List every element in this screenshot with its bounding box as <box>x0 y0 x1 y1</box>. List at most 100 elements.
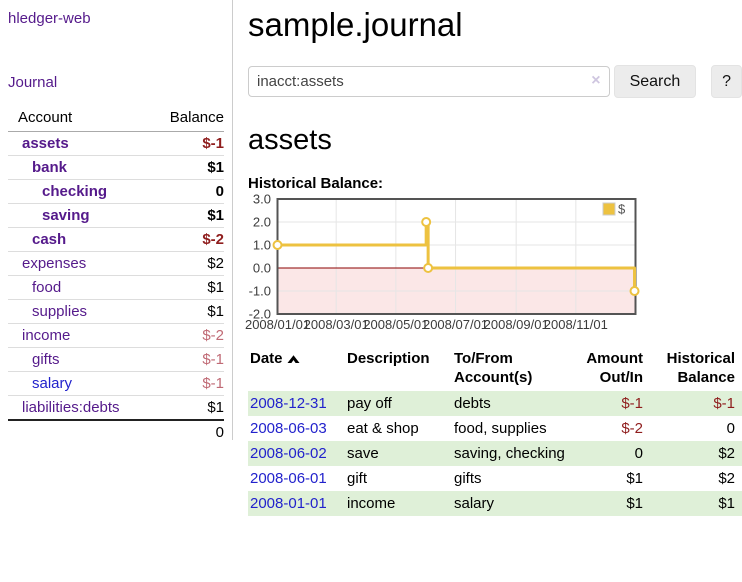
register-header-date[interactable]: Date <box>248 347 345 391</box>
svg-text:$: $ <box>618 202 626 217</box>
transaction-balance: $2 <box>718 470 735 487</box>
accounts-total: 0 <box>153 419 224 444</box>
account-balance: $1 <box>153 395 224 420</box>
search-form: × Search ? <box>248 65 742 98</box>
transaction-row: 2008-06-02 save saving, checking 0 $2 <box>248 441 742 466</box>
transaction-date-link[interactable]: 2008-06-03 <box>250 420 327 437</box>
register-header-accounts: To/From Account(s) <box>454 350 533 386</box>
svg-text:-2.0: -2.0 <box>249 307 271 322</box>
transaction-date-link[interactable]: 2008-06-01 <box>250 470 327 487</box>
svg-text:2.0: 2.0 <box>253 215 271 230</box>
transaction-accounts: food, supplies <box>454 420 547 437</box>
sidebar-account-assets[interactable]: assets <box>22 135 69 152</box>
transaction-date-link[interactable]: 2008-01-01 <box>250 495 327 512</box>
transaction-row: 2008-06-03 eat & shop food, supplies $-2… <box>248 416 742 441</box>
transaction-accounts: salary <box>454 495 495 512</box>
svg-text:2008/03/01: 2008/03/01 <box>304 317 369 332</box>
sort-ascending-icon <box>287 355 300 363</box>
account-balance: $-1 <box>153 371 224 396</box>
account-balance: $1 <box>153 299 224 324</box>
sidebar-account-bank[interactable]: bank <box>32 159 68 176</box>
register-header-description: Description <box>347 350 430 367</box>
search-button[interactable]: Search <box>613 65 697 98</box>
sidebar-account-gifts[interactable]: gifts <box>32 351 60 368</box>
historical-balance-chart: $3.0 2.0 1.0 0.0 -1.0 -2.02008/01/012008/03/0… <box>245 192 640 332</box>
account-title: assets <box>248 124 332 156</box>
account-balance: $-2 <box>153 227 224 252</box>
account-row: food $1 <box>8 275 224 300</box>
sidebar-account-food[interactable]: food <box>32 279 62 296</box>
account-balance: $-1 <box>202 135 224 152</box>
search-input[interactable] <box>248 66 610 97</box>
account-row: expenses $2 <box>8 251 224 276</box>
account-row: gifts $-1 <box>8 347 224 372</box>
svg-text:2008/07/01: 2008/07/01 <box>423 317 488 332</box>
app-brand: hledger-web <box>8 10 224 28</box>
sidebar-item-journal[interactable]: Journal <box>8 74 58 91</box>
account-balance: $1 <box>153 203 224 228</box>
account-balance: $-1 <box>153 347 224 372</box>
transaction-balance: $-1 <box>713 395 735 412</box>
svg-text:2008/01/01: 2008/01/01 <box>245 317 310 332</box>
transaction-accounts: saving, checking <box>454 445 565 462</box>
sidebar-account-liabilities-debts[interactable]: liabilities:debts <box>22 399 120 416</box>
sidebar-account-checking[interactable]: checking <box>42 183 108 200</box>
svg-text:0.0: 0.0 <box>253 261 271 276</box>
register-table: Date Description To/From Account(s) Amoun… <box>248 347 742 516</box>
sidebar-account-salary[interactable]: salary <box>32 375 73 392</box>
account-balance: $1 <box>153 275 224 300</box>
transaction-row: 2008-01-01 income salary $1 $1 <box>248 491 742 516</box>
svg-text:2008/05/01: 2008/05/01 <box>363 317 428 332</box>
transaction-date-link[interactable]: 2008-06-02 <box>250 445 327 462</box>
sidebar: hledger-web Journal Account Balance asse… <box>0 0 233 444</box>
sidebar-account-saving[interactable]: saving <box>42 207 90 224</box>
transaction-amount: $1 <box>626 470 643 487</box>
chart-label: Historical Balance: <box>248 175 384 192</box>
accounts-header-balance: Balance <box>153 107 224 132</box>
transaction-date-link[interactable]: 2008-12-31 <box>250 395 327 412</box>
transaction-description: eat & shop <box>347 420 419 437</box>
transaction-description: pay off <box>347 395 392 412</box>
account-row: supplies $1 <box>8 299 224 324</box>
transaction-amount: $-1 <box>621 395 643 412</box>
transaction-row: 2008-06-01 gift gifts $1 $2 <box>248 466 742 491</box>
transaction-description: income <box>347 495 396 512</box>
transaction-amount: $-2 <box>621 420 643 437</box>
account-row: bank $1 <box>8 155 224 180</box>
svg-text:3.0: 3.0 <box>253 192 271 207</box>
account-row: cash $-2 <box>8 227 224 252</box>
transaction-accounts: gifts <box>454 470 482 487</box>
transaction-amount: $1 <box>626 495 643 512</box>
sidebar-account-supplies[interactable]: supplies <box>32 303 88 320</box>
account-balance: 0 <box>153 179 224 204</box>
brand-link[interactable]: hledger-web <box>8 10 91 27</box>
account-row: liabilities:debts $1 <box>8 395 224 420</box>
accounts-header-account: Account <box>8 107 154 132</box>
account-row: checking 0 <box>8 179 224 204</box>
account-balance: $1 <box>153 155 224 180</box>
svg-text:1.0: 1.0 <box>253 238 271 253</box>
account-balance: $2 <box>153 251 224 276</box>
sidebar-account-income[interactable]: income <box>22 327 71 344</box>
svg-text:2008/09/01: 2008/09/01 <box>484 317 549 332</box>
sidebar-nav: Journal <box>8 74 224 92</box>
sidebar-account-expenses[interactable]: expenses <box>22 255 87 272</box>
register-header-balance: Historical Balance <box>666 350 735 386</box>
sidebar-account-cash[interactable]: cash <box>32 231 67 248</box>
main-content: sample.journal × Search ? assets Histori… <box>245 0 742 516</box>
help-button[interactable]: ? <box>711 65 742 98</box>
clear-search-icon[interactable]: × <box>591 72 601 89</box>
transaction-row: 2008-12-31 pay off debts $-1 $-1 <box>248 391 742 416</box>
transaction-balance: 0 <box>726 420 735 437</box>
transaction-amount: 0 <box>634 445 643 462</box>
transaction-description: gift <box>347 470 368 487</box>
transaction-accounts: debts <box>454 395 491 412</box>
transaction-balance: $1 <box>718 495 735 512</box>
page-title: sample.journal <box>248 6 463 43</box>
accounts-table: Account Balance assets $-1 bank $1 check… <box>8 107 224 444</box>
svg-text:2008/11/01: 2008/11/01 <box>544 317 608 332</box>
account-row: assets $-1 <box>8 132 224 156</box>
account-row: income $-2 <box>8 323 224 348</box>
transaction-balance: $2 <box>718 445 735 462</box>
account-row: saving $1 <box>8 203 224 228</box>
